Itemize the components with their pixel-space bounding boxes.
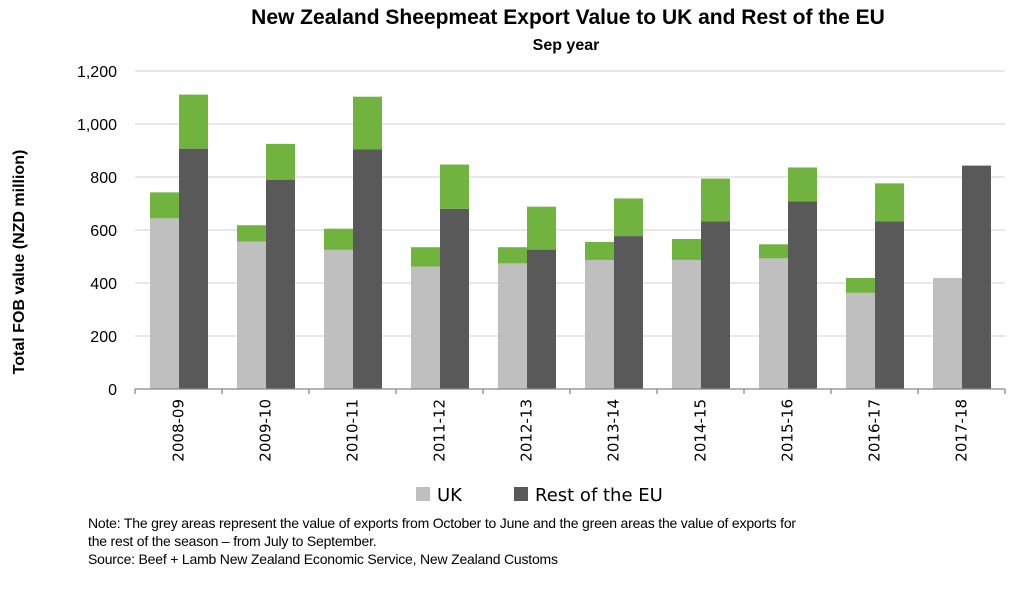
- bar-rest-of-eu-oct-jun: [179, 148, 208, 389]
- bar-uk-oct-jun: [411, 266, 440, 389]
- y-tick-label: 1,000: [77, 117, 117, 134]
- bar-uk-oct-jun: [585, 259, 614, 389]
- source-line: Source: Beef + Lamb New Zealand Economic…: [88, 551, 558, 567]
- legend-swatch-uk: [416, 487, 430, 501]
- bar-uk-oct-jun: [324, 249, 353, 389]
- x-tick-label: 2010-11: [344, 399, 362, 462]
- bar-uk-jul-sep: [150, 192, 179, 219]
- legend-label-uk: UK: [437, 485, 463, 506]
- bar-rest-of-eu-jul-sep: [788, 167, 817, 202]
- y-tick-label: 0: [108, 382, 117, 399]
- y-axis-label: Total FOB value (NZD million): [11, 150, 28, 375]
- bar-uk-jul-sep: [498, 247, 527, 264]
- chart-subtitle: Sep year: [533, 37, 600, 54]
- legend-label-rest-of-eu: Rest of the EU: [535, 485, 663, 506]
- legend: UK Rest of the EU: [416, 485, 663, 506]
- y-tick-label: 400: [90, 276, 117, 293]
- bar-rest-of-eu-jul-sep: [440, 164, 469, 209]
- x-axis-ticks: 2008-09 2009-10 2010-11 2011-12 2012-13 2013-…: [170, 399, 971, 462]
- note-line-1: Note: The grey areas represent the value…: [88, 515, 796, 531]
- note-line-2: the rest of the season – from July to Se…: [88, 533, 377, 549]
- bar-uk-oct-jun: [846, 292, 875, 389]
- x-tick-label: 2011-12: [431, 399, 449, 462]
- chart-title: New Zealand Sheepmeat Export Value to UK…: [251, 6, 885, 29]
- bar-uk-jul-sep: [324, 228, 353, 250]
- legend-swatch-rest-of-eu: [514, 487, 528, 501]
- bar-rest-of-eu-oct-jun: [962, 165, 991, 389]
- x-tick-label: 2016-17: [866, 399, 884, 462]
- bar-rest-of-eu-oct-jun: [788, 201, 817, 389]
- y-tick-label: 800: [90, 170, 117, 187]
- chart: New Zealand Sheepmeat Export Value to UK…: [11, 6, 1006, 506]
- bar-rest-of-eu-jul-sep: [527, 206, 556, 250]
- y-tick-label: 1,200: [77, 64, 117, 81]
- x-axis: [134, 388, 1006, 394]
- bars: [150, 94, 991, 389]
- bar-uk-jul-sep: [672, 239, 701, 260]
- bar-rest-of-eu-jul-sep: [701, 178, 730, 222]
- bar-rest-of-eu-jul-sep: [614, 198, 643, 237]
- bar-rest-of-eu-jul-sep: [266, 143, 295, 180]
- x-tick-label: 2015-16: [779, 399, 797, 462]
- bar-uk-oct-jun: [672, 259, 701, 389]
- x-tick-label: 2014-15: [692, 399, 710, 462]
- bar-uk-oct-jun: [237, 241, 266, 389]
- x-tick-label: 2009-10: [257, 399, 275, 462]
- bar-rest-of-eu-oct-jun: [614, 236, 643, 389]
- bar-rest-of-eu-oct-jun: [527, 249, 556, 389]
- bar-rest-of-eu-oct-jun: [701, 221, 730, 389]
- bar-uk-jul-sep: [846, 277, 875, 293]
- bar-uk-oct-jun: [933, 277, 962, 389]
- bar-rest-of-eu-jul-sep: [875, 183, 904, 222]
- bar-rest-of-eu-jul-sep: [353, 96, 382, 150]
- x-tick-label: 2013-14: [605, 399, 623, 462]
- x-tick-label: 2017-18: [953, 399, 971, 462]
- bar-uk-oct-jun: [759, 258, 788, 389]
- bar-rest-of-eu-oct-jun: [875, 221, 904, 389]
- bar-rest-of-eu-jul-sep: [179, 94, 208, 149]
- bar-uk-jul-sep: [759, 244, 788, 259]
- y-axis-ticks: 0 200 400 600 800 1,000 1,200: [77, 64, 117, 399]
- bar-uk-oct-jun: [498, 263, 527, 389]
- bar-rest-of-eu-oct-jun: [353, 149, 382, 389]
- bar-uk-jul-sep: [411, 247, 440, 267]
- y-tick-label: 600: [90, 223, 117, 240]
- y-tick-label: 200: [90, 329, 117, 346]
- bar-rest-of-eu-oct-jun: [266, 179, 295, 389]
- x-tick-label: 2008-09: [170, 399, 188, 462]
- bar-uk-oct-jun: [150, 218, 179, 389]
- chart-note: Note: The grey areas represent the value…: [88, 514, 1018, 568]
- bar-uk-jul-sep: [585, 241, 614, 260]
- bar-uk-jul-sep: [237, 225, 266, 242]
- x-tick-label: 2012-13: [518, 399, 536, 462]
- bar-rest-of-eu-oct-jun: [440, 208, 469, 389]
